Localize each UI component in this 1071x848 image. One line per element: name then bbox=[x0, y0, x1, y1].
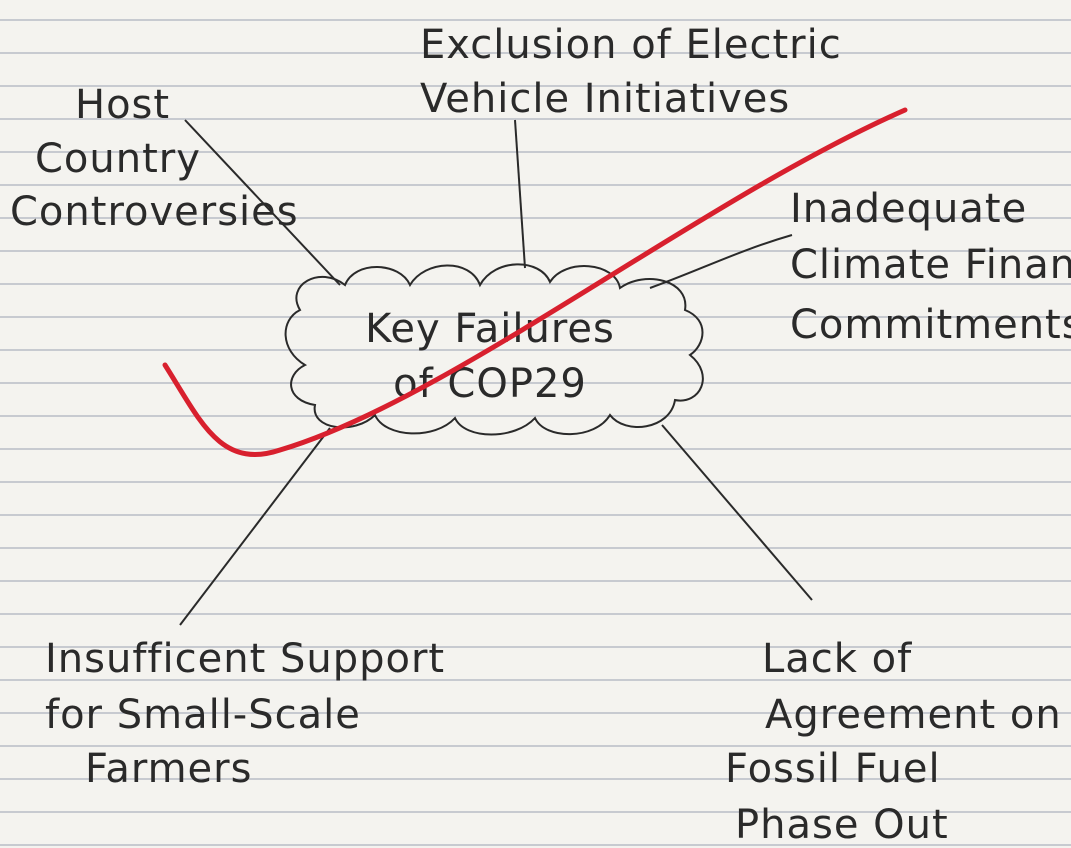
label-line: Key Failures bbox=[365, 306, 615, 352]
label-line: Host bbox=[75, 82, 170, 128]
label-line: Inadequate bbox=[790, 186, 1027, 232]
label-line: Climate Finance bbox=[790, 242, 1071, 288]
label-line: Controversies bbox=[10, 189, 299, 235]
label-line: for Small-Scale bbox=[45, 692, 361, 738]
label-line: Exclusion of Electric bbox=[420, 22, 842, 68]
label-line: Vehicle Initiatives bbox=[420, 76, 790, 122]
mind-map: Key Failures of COP29 Exclusion of Electri… bbox=[0, 0, 1071, 848]
label-line: Lack of bbox=[762, 636, 912, 682]
label-line: Farmers bbox=[85, 746, 252, 792]
label-line: Commitments bbox=[790, 302, 1071, 348]
label-line: Country bbox=[35, 136, 201, 182]
label-line: Agreement on bbox=[765, 692, 1062, 738]
label-line: Fossil Fuel bbox=[725, 746, 941, 792]
label-line: Phase Out bbox=[735, 802, 949, 848]
label-line: of COP29 bbox=[393, 361, 587, 407]
label-line: Insufficent Support bbox=[45, 636, 445, 682]
